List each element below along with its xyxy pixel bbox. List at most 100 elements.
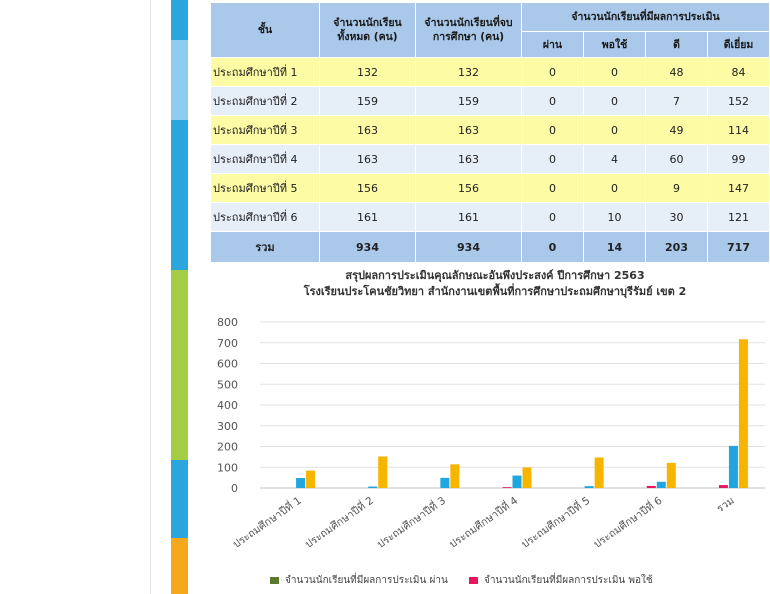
x-tick-label: ประถมศึกษาปีที่ 5 xyxy=(518,493,592,551)
cell-total: 132 xyxy=(319,57,416,87)
bar-series-3 xyxy=(296,478,306,488)
cell-grade: ประถมศึกษาปีที่ 6 xyxy=(210,202,320,232)
x-tick-label: ประถมศึกษาปีที่ 2 xyxy=(302,493,376,551)
page-left-border xyxy=(150,0,151,594)
x-tick-label: ประถมศึกษาปีที่ 6 xyxy=(590,493,664,551)
cell-total: 163 xyxy=(319,144,416,174)
chart-legend: จำนวนนักเรียนที่มีผลการประเมิน ผ่าน จำนว… xyxy=(270,573,770,588)
strip-segment xyxy=(171,460,188,538)
cell-total: 934 xyxy=(319,231,416,263)
strip-segment xyxy=(171,270,188,460)
side-decoration-strip xyxy=(171,0,188,594)
cell-total: 156 xyxy=(319,173,416,203)
cell-fair: 4 xyxy=(583,144,646,174)
bar-series-3 xyxy=(656,481,666,488)
y-tick-label: 0 xyxy=(231,482,238,495)
cell-graduated: 161 xyxy=(415,202,522,232)
cell-fair: 0 xyxy=(583,115,646,145)
legend-swatch xyxy=(468,577,478,584)
table-row: ประถมศึกษาปีที่ 2 159 159 0 0 7 152 xyxy=(210,86,770,116)
cell-excellent: 717 xyxy=(706,231,770,263)
cell-graduated: 163 xyxy=(415,144,522,174)
strip-segment xyxy=(171,40,188,120)
bar-chart: สรุปผลการประเมินคุณลักษณะอันพึงประสงค์ ป… xyxy=(210,262,770,594)
header-good: ดี xyxy=(645,31,708,58)
cell-pass: 0 xyxy=(521,57,584,87)
cell-total: 159 xyxy=(319,86,416,116)
header-grade: ชั้น xyxy=(210,2,320,58)
bar-series-4 xyxy=(306,470,316,488)
y-tick-label: 400 xyxy=(217,399,238,412)
strip-segment xyxy=(171,0,188,40)
table-row: ประถมศึกษาปีที่ 3 163 163 0 0 49 114 xyxy=(210,115,770,145)
cell-graduated: 934 xyxy=(415,231,522,263)
strip-segment xyxy=(171,538,188,594)
y-tick-label: 600 xyxy=(217,358,238,371)
table-total-row: รวม 934 934 0 14 203 717 xyxy=(210,231,770,263)
chart-plot: 0 100 200 300 400 500 600 700 800 ประถมศึกษาปีที่… xyxy=(217,316,765,551)
legend-label: จำนวนนักเรียนที่มีผลการประเมิน ผ่าน xyxy=(285,575,448,586)
table-row: ประถมศึกษาปีที่ 1 132 132 0 0 48 84 xyxy=(210,57,770,87)
cell-grade: ประถมศึกษาปีที่ 3 xyxy=(210,115,320,145)
table-row: ประถมศึกษาปีที่ 5 156 156 0 0 9 147 xyxy=(210,173,770,203)
cell-excellent: 147 xyxy=(706,173,770,203)
bar-series-4 xyxy=(666,462,676,488)
y-tick-label: 300 xyxy=(217,420,238,433)
x-tick-label: ประถมศึกษาปีที่ 4 xyxy=(446,493,520,551)
bar-series-4 xyxy=(594,457,604,488)
legend-item-pass: จำนวนนักเรียนที่มีผลการประเมิน ผ่าน xyxy=(270,573,448,588)
main-content: ชั้น จำนวนนักเรียนทั้งหมด (คน) จำนวนนักเ… xyxy=(210,0,770,594)
y-tick-label: 500 xyxy=(217,378,238,391)
legend-label: จำนวนนักเรียนที่มีผลการประเมิน พอใช้ xyxy=(483,575,653,586)
header-graduated: จำนวนนักเรียนที่จบการศึกษา (คน) xyxy=(415,2,522,58)
cell-total: 163 xyxy=(319,115,416,145)
cell-fair: 14 xyxy=(583,231,646,263)
cell-good: 48 xyxy=(645,57,708,87)
x-tick-label: รวม xyxy=(715,495,737,515)
cell-grade: ประถมศึกษาปีที่ 5 xyxy=(210,173,320,203)
cell-pass: 0 xyxy=(521,231,584,263)
x-tick-label: ประถมศึกษาปีที่ 3 xyxy=(374,493,448,551)
cell-fair: 0 xyxy=(583,57,646,87)
cell-fair: 10 xyxy=(583,202,646,232)
cell-good: 9 xyxy=(645,173,708,203)
bar-series-3 xyxy=(728,445,738,488)
cell-graduated: 163 xyxy=(415,115,522,145)
header-excellent: ดีเยี่ยม xyxy=(706,31,770,58)
bar-series-4 xyxy=(378,456,388,488)
cell-excellent: 152 xyxy=(706,86,770,116)
cell-grade: รวม xyxy=(210,231,320,263)
cell-excellent: 114 xyxy=(706,115,770,145)
table-row: ประถมศึกษาปีที่ 4 163 163 0 4 60 99 xyxy=(210,144,770,174)
y-tick-label: 200 xyxy=(217,441,238,454)
cell-pass: 0 xyxy=(521,144,584,174)
bar-series-3 xyxy=(440,477,450,488)
cell-graduated: 156 xyxy=(415,173,522,203)
chart-title: สรุปผลการประเมินคุณลักษณะอันพึงประสงค์ ป… xyxy=(345,269,645,282)
bar-series-2 xyxy=(502,487,512,488)
table-row: ประถมศึกษาปีที่ 6 161 161 0 10 30 121 xyxy=(210,202,770,232)
cell-pass: 0 xyxy=(521,173,584,203)
legend-item-fair: จำนวนนักเรียนที่มีผลการประเมิน พอใช้ xyxy=(468,573,653,588)
x-tick-label: ประถมศึกษาปีที่ 1 xyxy=(230,493,304,551)
cell-good: 60 xyxy=(645,144,708,174)
strip-segment xyxy=(171,120,188,270)
bar-series-4 xyxy=(738,339,748,488)
bar-series-2 xyxy=(646,485,656,488)
cell-good: 203 xyxy=(645,231,708,263)
bar-series-4 xyxy=(450,464,460,488)
header-assessed: จำนวนนักเรียนที่มีผลการประเมิน xyxy=(520,2,770,32)
bar-series-3 xyxy=(368,486,378,488)
cell-fair: 0 xyxy=(583,173,646,203)
header-fair: พอใช้ xyxy=(583,31,646,58)
y-tick-label: 800 xyxy=(217,316,238,329)
chart-subtitle: โรงเรียนประโคนชัยวิทยา สำนักงานเขตพื้นที… xyxy=(303,285,687,298)
bar-series-3 xyxy=(584,486,594,488)
cell-graduated: 132 xyxy=(415,57,522,87)
cell-grade: ประถมศึกษาปีที่ 1 xyxy=(210,57,320,87)
cell-pass: 0 xyxy=(521,202,584,232)
header-total-students: จำนวนนักเรียนทั้งหมด (คน) xyxy=(319,2,416,58)
cell-excellent: 121 xyxy=(706,202,770,232)
cell-graduated: 159 xyxy=(415,86,522,116)
y-tick-label: 100 xyxy=(217,461,238,474)
